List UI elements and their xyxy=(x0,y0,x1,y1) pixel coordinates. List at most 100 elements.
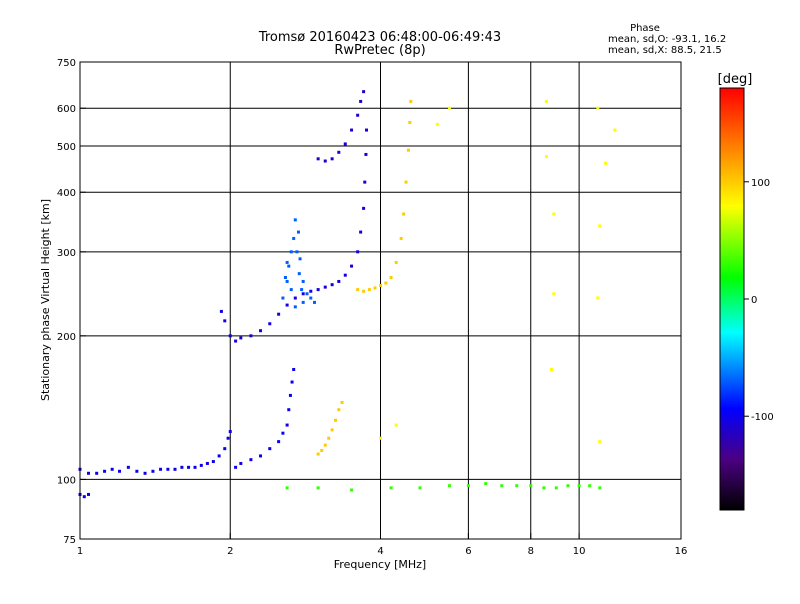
data-point xyxy=(298,257,302,261)
data-point xyxy=(323,159,327,163)
data-point xyxy=(554,486,558,490)
data-point xyxy=(249,458,253,462)
data-point xyxy=(588,484,592,488)
data-point xyxy=(292,367,296,371)
data-point xyxy=(566,484,570,488)
colorbar xyxy=(719,87,745,511)
data-point xyxy=(110,467,114,471)
data-point xyxy=(552,212,556,216)
data-point xyxy=(406,148,410,152)
data-point xyxy=(187,465,191,469)
data-point xyxy=(316,452,320,456)
data-point xyxy=(95,471,99,475)
y-tick-label: 200 xyxy=(57,332,76,343)
data-point xyxy=(350,488,354,492)
y-tick-label: 100 xyxy=(57,475,76,486)
data-point xyxy=(333,418,337,422)
data-point xyxy=(323,443,327,447)
data-point xyxy=(379,436,382,440)
data-point xyxy=(285,279,289,283)
data-point xyxy=(577,484,581,488)
data-point xyxy=(103,469,107,473)
data-point xyxy=(226,436,230,440)
colorbar-tick-label: -100 xyxy=(751,412,774,423)
data-point xyxy=(217,454,221,458)
data-point xyxy=(330,157,334,161)
x-axis: 1 2 4 6 8 10 16 xyxy=(77,533,687,557)
data-point xyxy=(327,436,331,440)
data-point xyxy=(281,296,285,300)
data-point xyxy=(340,400,344,404)
data-point xyxy=(542,486,546,490)
y-tick-label: 400 xyxy=(57,188,76,199)
data-point xyxy=(205,461,209,465)
data-point xyxy=(364,152,368,156)
data-point xyxy=(613,128,617,132)
x-axis-label: Frequency [MHz] xyxy=(334,558,426,571)
data-point xyxy=(305,292,309,296)
data-point xyxy=(296,230,300,234)
data-points xyxy=(78,90,617,499)
data-point xyxy=(259,329,263,333)
data-point xyxy=(359,230,363,234)
data-point xyxy=(373,286,377,290)
data-point xyxy=(394,423,398,427)
data-point xyxy=(297,272,301,276)
data-point xyxy=(277,440,281,444)
data-point xyxy=(289,250,293,254)
data-point xyxy=(316,486,320,490)
data-point xyxy=(367,288,371,292)
data-point xyxy=(193,465,197,469)
data-point xyxy=(316,288,320,292)
data-point xyxy=(283,276,287,280)
colorbar-label: [deg] xyxy=(718,72,753,87)
data-point xyxy=(285,423,289,427)
data-point xyxy=(239,461,243,465)
data-point xyxy=(143,471,147,475)
data-point xyxy=(316,157,320,161)
data-point xyxy=(239,336,243,340)
data-point xyxy=(529,484,533,488)
x-tick-label: 6 xyxy=(465,546,471,557)
x-tick-label: 2 xyxy=(227,546,233,557)
data-point xyxy=(166,467,170,471)
data-point xyxy=(228,334,232,338)
data-point xyxy=(268,447,272,451)
data-point xyxy=(288,393,292,397)
data-point xyxy=(285,486,289,490)
data-point xyxy=(277,312,281,316)
phase-stats-heading: Phase xyxy=(630,23,660,34)
y-axis-label: Stationary phase Virtual Height [km] xyxy=(39,199,52,401)
y-tick-label: 300 xyxy=(57,248,76,259)
data-point xyxy=(337,150,341,154)
data-point xyxy=(598,440,602,444)
data-point xyxy=(362,289,366,293)
x-tick-label: 1 xyxy=(77,546,83,557)
data-point xyxy=(418,486,422,490)
x-tick-label: 4 xyxy=(377,546,383,557)
data-point xyxy=(287,264,291,268)
data-point xyxy=(379,283,382,287)
data-point xyxy=(228,430,232,434)
data-point xyxy=(337,408,341,412)
data-point xyxy=(234,339,238,343)
data-point xyxy=(320,448,324,452)
data-point xyxy=(484,482,488,486)
data-point xyxy=(544,155,548,159)
colorbar-ticks: 100 0 -100 xyxy=(744,178,774,423)
data-point xyxy=(363,180,367,184)
data-point xyxy=(289,288,293,292)
data-point xyxy=(404,180,408,184)
y-axis: 75 100 200 300 400 500 600 750 xyxy=(57,58,86,546)
data-point xyxy=(384,281,388,285)
data-point xyxy=(356,250,360,254)
data-point xyxy=(309,289,313,293)
data-point xyxy=(223,319,227,323)
data-point xyxy=(350,264,354,268)
data-point xyxy=(598,224,602,228)
data-point xyxy=(408,121,412,125)
grid-lines xyxy=(80,62,681,539)
phase-stats-o: mean, sd,O: -93.1, 16.2 xyxy=(608,34,726,45)
